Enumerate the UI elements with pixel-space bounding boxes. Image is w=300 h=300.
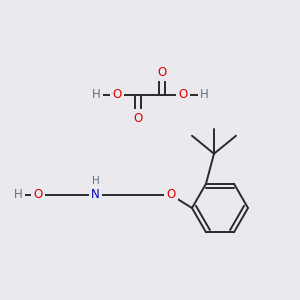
Text: N: N xyxy=(91,188,99,202)
Text: O: O xyxy=(158,65,166,79)
Text: O: O xyxy=(167,188,176,202)
Text: O: O xyxy=(33,188,43,202)
Text: H: H xyxy=(92,88,100,101)
Text: H: H xyxy=(14,188,22,202)
Text: O: O xyxy=(134,112,142,124)
Text: O: O xyxy=(112,88,122,101)
Text: H: H xyxy=(92,176,100,186)
Text: O: O xyxy=(178,88,188,101)
Text: H: H xyxy=(200,88,208,101)
